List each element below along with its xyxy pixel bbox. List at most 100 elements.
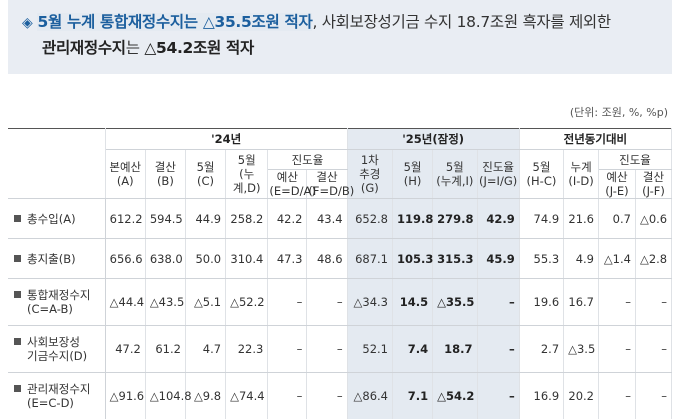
col-yoy-progress-settlement: 결산 (J-F) (635, 169, 673, 199)
table-cell: 315.3 (432, 238, 478, 279)
table-cell: △52.2 (225, 278, 269, 326)
row-label: 사회보장성 기금수지(D) (8, 325, 106, 373)
table-cell: – (635, 372, 673, 419)
table-cell: 50.0 (185, 238, 227, 279)
table-cell: △43.5 (145, 278, 186, 326)
table-cell: 14.5 (392, 278, 434, 326)
table-cell: 16.9 (519, 372, 565, 419)
header-progress-2024: 진도율 (267, 149, 348, 170)
table-cell: 42.9 (477, 198, 520, 239)
table-cell: △3.5 (563, 325, 599, 373)
corner-cell (8, 128, 106, 199)
table-cell: 16.7 (563, 278, 599, 326)
fiscal-table: '24년 '25년(잠정) 전년동기대비 본예산 (A) 결산 (B) 5월 (C) … (8, 128, 673, 419)
table-cell: △0.6 (635, 198, 673, 239)
col-2025-may: 5월 (H) (392, 149, 434, 199)
header-2025: '25년(잠정) (347, 128, 520, 150)
col-may-cumulative: 5월 (누계,D) (225, 149, 269, 199)
bullet-square-icon (14, 291, 21, 298)
table-cell: 687.1 (347, 238, 394, 279)
table-cell: △86.4 (347, 372, 394, 419)
table-cell: △104.8 (145, 372, 192, 419)
headline-term: 관리재정수지 (42, 39, 126, 57)
table-cell: 48.6 (306, 238, 348, 279)
table-cell: 61.2 (145, 325, 186, 373)
col-yoy-progress-budget: 예산 (J-E) (598, 169, 636, 199)
table-cell: – (267, 325, 308, 373)
bullet-square-icon (14, 214, 21, 222)
table-cell: 612.2 (105, 198, 146, 239)
table-cell: 258.2 (225, 198, 269, 239)
diamond-icon: ◈ (22, 15, 33, 31)
table-cell: 22.3 (225, 325, 269, 373)
table-cell: 105.3 (392, 238, 433, 279)
col-2025-progress: 진도율 (J=I/G) (477, 149, 520, 199)
table-cell: – (598, 325, 636, 373)
col-progress-settlement: 결산 (F=D/B) (306, 169, 355, 199)
table-cell: △34.3 (347, 278, 394, 326)
table-cell: △2.8 (635, 238, 673, 279)
table-cell: – (598, 278, 636, 326)
table-cell: △5.1 (185, 278, 227, 326)
headline-deficit: △54.2조원 적자 (144, 39, 254, 57)
table-cell: 45.9 (477, 238, 520, 279)
table-cell: – (306, 325, 348, 373)
table-cell: – (306, 278, 348, 326)
table-cell: 47.3 (267, 238, 308, 279)
table-cell: △1.4 (598, 238, 636, 279)
row-label: 통합재정수지 (C=A-B) (8, 278, 106, 326)
table-cell: 119.8 (392, 198, 433, 239)
col-yoy-may: 5월 (H-C) (519, 149, 565, 199)
table-cell: 279.8 (432, 198, 478, 239)
table-cell: 55.3 (519, 238, 565, 279)
table-cell: 594.5 (145, 198, 186, 239)
col-yoy-cumulative: 누계 (I-D) (563, 149, 599, 199)
table-cell: △91.6 (105, 372, 146, 419)
table-cell: 638.0 (145, 238, 186, 279)
table-cell: – (267, 372, 308, 419)
table-cell: 652.8 (347, 198, 394, 239)
row-label: 총지출(B) (8, 238, 106, 279)
table-cell: 310.4 (225, 238, 269, 279)
header-2024: '24년 (105, 128, 348, 150)
col-progress-budget: 예산 (E=D/A) (267, 169, 316, 199)
table-cell: 4.9 (563, 238, 599, 279)
table-cell: – (635, 325, 673, 373)
table-cell: 18.7 (432, 325, 478, 373)
table-cell: – (267, 278, 308, 326)
col-may: 5월 (C) (185, 149, 227, 199)
table-cell: – (306, 372, 348, 419)
table-row: 총지출(B) 656.6 638.0 50.0 310.4 47.3 48.6 687.1 10… (8, 238, 673, 279)
table-cell: 4.7 (185, 325, 227, 373)
table-row: 관리재정수지 (E=C-D) △91.6 △104.8 △9.8 △74.4– – △86.4… (8, 372, 673, 419)
table-cell: △9.8 (185, 372, 227, 419)
bullet-square-icon (14, 338, 21, 345)
col-2025-cumulative: 5월 (누계,I) (432, 149, 478, 199)
row-label: 총수입(A) (8, 198, 106, 239)
table-cell: – (635, 278, 673, 326)
header-progress-yoy: 진도율 (598, 149, 672, 170)
table-row: 사회보장성 기금수지(D) 47.2 61.2 4.7 22.3– –52.1 7.4 18.7… (8, 325, 673, 373)
col-main-budget: 본예산 (A) (105, 149, 146, 199)
table-cell: 21.6 (563, 198, 599, 239)
headline-connector: 는 (125, 39, 145, 57)
table-cell: 74.9 (519, 198, 565, 239)
col-settlement: 결산 (B) (145, 149, 186, 199)
table-cell: 2.7 (519, 325, 565, 373)
table-cell: 20.2 (563, 372, 599, 419)
table-cell: 7.1 (392, 372, 434, 419)
headline-box: ◈ 5월 누계 통합재정수지는 △35.5조원 적자, 사회보장성기금 수지 18… (8, 0, 672, 74)
table-cell: △35.5 (432, 278, 478, 326)
table-cell: 42.2 (267, 198, 308, 239)
table-cell: – (598, 372, 636, 419)
table-cell: △54.2 (432, 372, 478, 419)
headline-line2: 관리재정수지는 △54.2조원 적자 (22, 36, 662, 61)
row-label: 관리재정수지 (E=C-D) (8, 372, 106, 419)
table-cell: 47.2 (105, 325, 146, 373)
table-cell: 656.6 (105, 238, 146, 279)
table-row: 통합재정수지 (C=A-B) △44.4 △43.5 △5.1 △52.2– – △34.3 1… (8, 278, 673, 326)
table-cell: 19.6 (519, 278, 565, 326)
bullet-square-icon (14, 385, 21, 392)
table-row: 총수입(A) 612.2 594.5 44.9 258.2 42.2 43.4 652.8 11… (8, 198, 673, 239)
table-cell: – (477, 278, 520, 326)
